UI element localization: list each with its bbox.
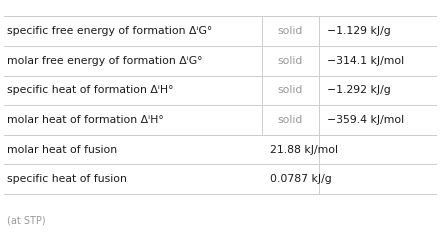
Text: molar heat of formation ΔⁱH°: molar heat of formation ΔⁱH° (7, 115, 163, 125)
Text: −1.292 kJ/g: −1.292 kJ/g (327, 85, 391, 95)
Text: 0.0787 kJ/g: 0.0787 kJ/g (270, 174, 331, 184)
Text: 21.88 kJ/mol: 21.88 kJ/mol (270, 145, 338, 155)
Text: specific free energy of formation ΔⁱG°: specific free energy of formation ΔⁱG° (7, 26, 212, 36)
Text: −1.129 kJ/g: −1.129 kJ/g (327, 26, 391, 36)
Text: molar free energy of formation ΔⁱG°: molar free energy of formation ΔⁱG° (7, 56, 202, 66)
Text: solid: solid (278, 115, 303, 125)
Text: solid: solid (278, 56, 303, 66)
Text: specific heat of formation ΔⁱH°: specific heat of formation ΔⁱH° (7, 85, 173, 95)
Text: −314.1 kJ/mol: −314.1 kJ/mol (327, 56, 404, 66)
Text: solid: solid (278, 26, 303, 36)
Text: specific heat of fusion: specific heat of fusion (7, 174, 126, 184)
Text: −359.4 kJ/mol: −359.4 kJ/mol (327, 115, 404, 125)
Text: (at STP): (at STP) (7, 216, 45, 226)
Text: solid: solid (278, 85, 303, 95)
Text: molar heat of fusion: molar heat of fusion (7, 145, 117, 155)
